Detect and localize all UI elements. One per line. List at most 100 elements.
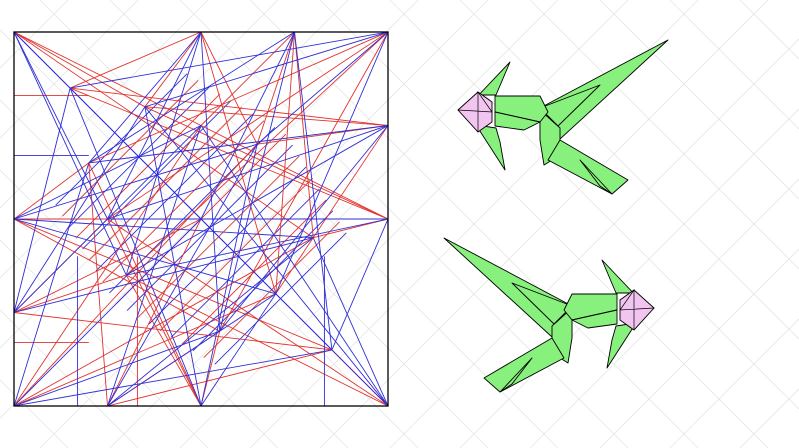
crease-line [14, 143, 258, 220]
folded-model-preview-mirrored-icon[interactable] [443, 237, 655, 393]
crease-line [256, 32, 388, 145]
crease-line [331, 218, 388, 351]
crease-line [107, 293, 277, 406]
model-neck [563, 293, 618, 321]
crease-line [14, 32, 314, 239]
grid-line [389, 38, 799, 448]
grid-line [599, 248, 799, 448]
crease-line [14, 32, 127, 276]
grid-line [0, 0, 349, 349]
crease-line [125, 125, 388, 276]
grid-line [39, 0, 489, 448]
model-leg [547, 139, 629, 195]
grid-line [0, 0, 139, 139]
crease-line [200, 32, 295, 126]
crease-line [14, 218, 202, 313]
grid-line [0, 309, 139, 448]
crease-line [200, 293, 277, 406]
model-crest-lower [475, 124, 506, 171]
crease-line [14, 312, 332, 351]
grid-line [0, 0, 69, 69]
grid-line [0, 99, 349, 448]
crease-line [126, 218, 388, 276]
crease-line [144, 32, 202, 108]
crease-line [14, 87, 71, 313]
crease-line [200, 32, 295, 220]
crease-line [275, 32, 295, 294]
grid-line [739, 388, 799, 448]
crease-line [219, 125, 388, 332]
grid-line [179, 0, 629, 448]
crease-line [14, 237, 314, 313]
crease-line [14, 237, 314, 406]
crease-line [88, 162, 108, 406]
crease-line [70, 32, 388, 89]
crease-line [69, 32, 202, 89]
crease-line [14, 125, 202, 220]
crease-line [14, 274, 127, 313]
crease-line [144, 32, 388, 108]
crease-line [69, 87, 388, 220]
model-neck-lower [571, 309, 618, 329]
crease-line [70, 87, 388, 126]
crease-line [14, 349, 332, 406]
crease-line [275, 32, 388, 294]
crease-line [107, 237, 314, 406]
crease-line [107, 143, 258, 406]
crease-pattern-diagram[interactable] [13, 31, 389, 407]
crease-line [14, 218, 220, 332]
grid-line [739, 0, 799, 60]
crease-line [125, 274, 388, 406]
model-leg-fold [579, 159, 613, 195]
model-neck [494, 95, 549, 123]
crease-line [88, 32, 388, 164]
crease-line [294, 32, 333, 350]
crease-line [88, 32, 202, 164]
grid-line [529, 0, 799, 270]
model-tail-inner [539, 84, 601, 127]
model-crest-lower [606, 322, 637, 369]
crease-line [14, 162, 90, 406]
crease-line [88, 162, 202, 406]
crease-line [144, 106, 388, 220]
grid-line [669, 318, 799, 448]
model-neck-lower [494, 111, 541, 131]
crease-line [107, 218, 202, 406]
grid-line [0, 0, 209, 209]
model-leg-fold [499, 357, 533, 393]
crease-line [200, 32, 221, 332]
grid-line [669, 0, 799, 130]
grid-line [599, 0, 799, 200]
crease-line [200, 125, 388, 220]
crease-line [144, 106, 202, 406]
crease-line [14, 106, 146, 313]
crease-line [312, 237, 388, 406]
folded-model-preview-icon[interactable] [457, 39, 669, 195]
grid-line [319, 0, 769, 448]
crease-line [14, 32, 202, 126]
grid-line [0, 239, 209, 448]
crease-line [294, 32, 314, 238]
model-head-creases [619, 288, 655, 330]
crease-line [107, 125, 388, 220]
grid-line [0, 379, 69, 448]
crease-line [144, 106, 388, 406]
crease-line [107, 125, 202, 406]
crease-line [125, 274, 202, 406]
crease-line [14, 330, 220, 406]
crease-line [107, 32, 202, 220]
crease-line [88, 125, 388, 164]
model-head-creases [457, 90, 493, 132]
crease-line [219, 32, 295, 332]
crease-line [144, 106, 388, 126]
crease-line [14, 218, 276, 295]
crease-line [14, 218, 333, 351]
crease-line [14, 162, 90, 220]
crease-line [14, 218, 314, 239]
grid-line [529, 178, 799, 448]
crease-line [275, 125, 388, 295]
crease-line [256, 32, 295, 145]
crease-line [219, 32, 388, 332]
